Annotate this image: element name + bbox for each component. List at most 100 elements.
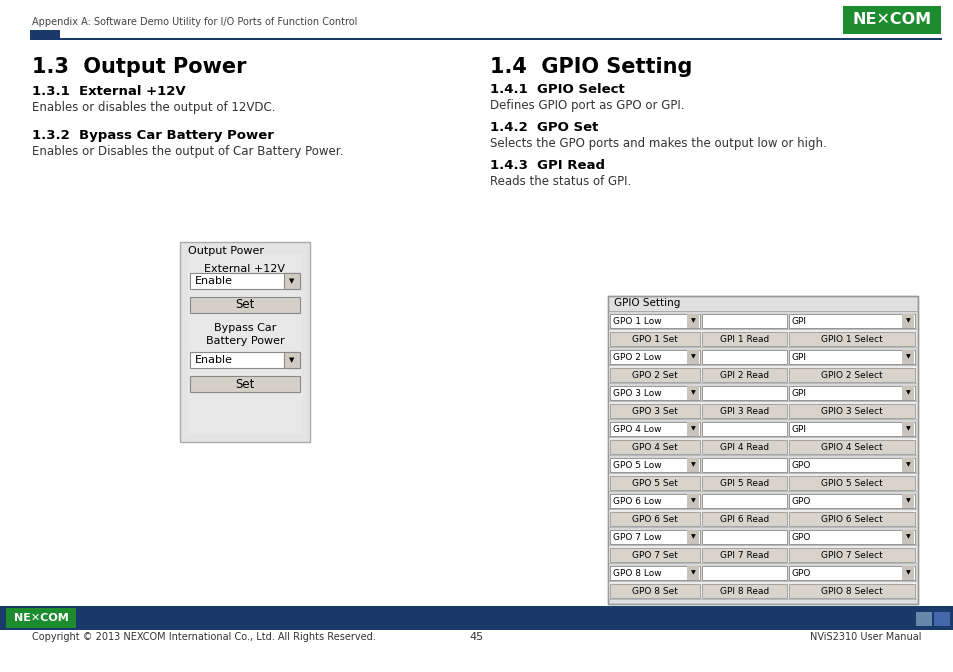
- Bar: [608, 329, 916, 330]
- Text: GPO: GPO: [791, 460, 810, 470]
- Text: ▼: ▼: [690, 319, 695, 323]
- Bar: [608, 582, 916, 600]
- Text: ▼: ▼: [289, 357, 294, 363]
- Bar: [788, 422, 914, 436]
- Bar: [901, 530, 913, 544]
- Bar: [788, 404, 914, 418]
- Text: GPO: GPO: [791, 532, 810, 542]
- Bar: [609, 368, 700, 382]
- Bar: [686, 350, 699, 364]
- Bar: [701, 566, 786, 580]
- Bar: [686, 422, 699, 436]
- Text: GPO 1 Low: GPO 1 Low: [613, 317, 661, 325]
- Bar: [609, 566, 700, 580]
- Bar: [701, 548, 786, 562]
- Bar: [788, 584, 914, 598]
- Bar: [608, 437, 916, 438]
- Bar: [609, 476, 700, 490]
- Bar: [608, 455, 916, 456]
- Text: Enables or disables the output of 12VDC.: Enables or disables the output of 12VDC.: [32, 101, 275, 114]
- Bar: [609, 512, 700, 526]
- Bar: [701, 584, 786, 598]
- Bar: [609, 584, 700, 598]
- Text: ▼: ▼: [904, 427, 909, 431]
- Bar: [701, 332, 786, 346]
- Text: GPI: GPI: [791, 388, 806, 398]
- Bar: [901, 494, 913, 508]
- Text: ▼: ▼: [690, 534, 695, 540]
- Bar: [284, 352, 299, 368]
- Bar: [608, 599, 916, 600]
- Bar: [190, 352, 299, 368]
- Bar: [608, 384, 916, 402]
- Bar: [788, 476, 914, 490]
- Bar: [901, 314, 913, 328]
- Text: GPO 4 Set: GPO 4 Set: [632, 442, 678, 452]
- Bar: [608, 527, 916, 528]
- Text: External +12V: External +12V: [204, 264, 285, 274]
- Text: GPIO 4 Select: GPIO 4 Select: [821, 442, 882, 452]
- Bar: [901, 566, 913, 580]
- Bar: [701, 512, 786, 526]
- Bar: [701, 386, 786, 400]
- Bar: [608, 420, 916, 438]
- Text: ▼: ▼: [904, 319, 909, 323]
- Bar: [180, 242, 310, 442]
- Text: GPO 7 Set: GPO 7 Set: [632, 550, 678, 560]
- Bar: [30, 30, 60, 40]
- Text: Selects the GPO ports and makes the output low or high.: Selects the GPO ports and makes the outp…: [490, 137, 826, 150]
- Text: Set: Set: [235, 378, 254, 390]
- Bar: [788, 368, 914, 382]
- Bar: [0, 606, 953, 630]
- Bar: [30, 38, 941, 40]
- Text: 1.4.3  GPI Read: 1.4.3 GPI Read: [490, 159, 604, 172]
- Bar: [701, 440, 786, 454]
- Text: GPO 2 Set: GPO 2 Set: [632, 370, 678, 380]
- Text: GPI: GPI: [791, 353, 806, 362]
- Text: Bypass Car
Battery Power: Bypass Car Battery Power: [206, 323, 284, 346]
- Text: GPI 3 Read: GPI 3 Read: [720, 407, 768, 415]
- Text: GPI 6 Read: GPI 6 Read: [720, 515, 768, 523]
- Bar: [788, 350, 914, 364]
- Text: GPO 3 Low: GPO 3 Low: [613, 388, 661, 398]
- Text: ▼: ▼: [690, 390, 695, 396]
- Bar: [788, 386, 914, 400]
- Text: 1.4.2  GPO Set: 1.4.2 GPO Set: [490, 121, 598, 134]
- Text: GPI 5 Read: GPI 5 Read: [720, 478, 768, 487]
- Text: GPO 4 Low: GPO 4 Low: [613, 425, 660, 433]
- Text: NE✕COM: NE✕COM: [852, 13, 930, 28]
- Text: ▼: ▼: [904, 462, 909, 468]
- Bar: [608, 348, 916, 366]
- Bar: [842, 6, 940, 34]
- Bar: [686, 458, 699, 472]
- Bar: [608, 545, 916, 546]
- Text: GPO 6 Set: GPO 6 Set: [632, 515, 678, 523]
- Bar: [190, 376, 299, 392]
- Bar: [701, 314, 786, 328]
- Bar: [608, 473, 916, 474]
- Bar: [609, 422, 700, 436]
- Bar: [609, 440, 700, 454]
- Bar: [608, 330, 916, 348]
- Bar: [608, 365, 916, 366]
- Bar: [609, 350, 700, 364]
- Text: Set: Set: [235, 298, 254, 312]
- Text: 1.3.2  Bypass Car Battery Power: 1.3.2 Bypass Car Battery Power: [32, 129, 274, 142]
- Bar: [607, 296, 917, 604]
- Text: Enable: Enable: [194, 276, 233, 286]
- Bar: [901, 350, 913, 364]
- Bar: [609, 458, 700, 472]
- Bar: [609, 530, 700, 544]
- Bar: [788, 458, 914, 472]
- Bar: [607, 296, 917, 604]
- Text: GPO 8 Low: GPO 8 Low: [613, 569, 661, 577]
- Bar: [901, 386, 913, 400]
- Text: Appendix A: Software Demo Utility for I/O Ports of Function Control: Appendix A: Software Demo Utility for I/…: [32, 17, 357, 27]
- Bar: [608, 564, 916, 582]
- Bar: [788, 314, 914, 328]
- Text: ▼: ▼: [904, 390, 909, 396]
- Bar: [701, 476, 786, 490]
- Text: Reads the status of GPI.: Reads the status of GPI.: [490, 175, 631, 188]
- Bar: [609, 332, 700, 346]
- Bar: [788, 530, 914, 544]
